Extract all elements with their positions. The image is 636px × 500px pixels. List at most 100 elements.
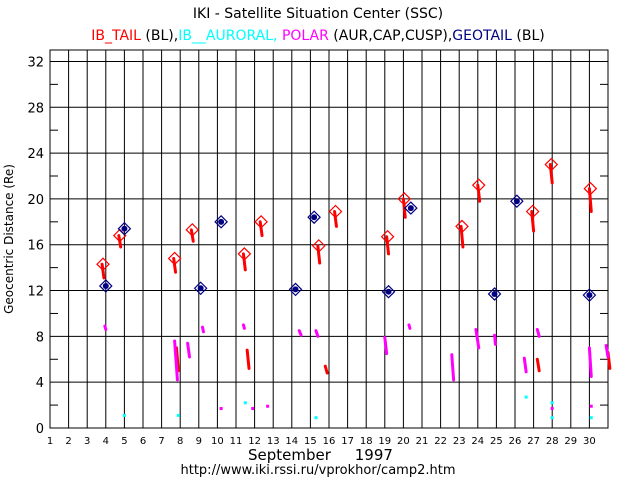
x-tick-label: 18 xyxy=(360,436,373,447)
diamond-marker xyxy=(214,214,228,229)
data-segment xyxy=(548,163,554,185)
x-axis-month: September xyxy=(248,446,331,464)
diamond-marker xyxy=(381,284,396,299)
data-segment xyxy=(241,252,247,272)
series-ib-tail xyxy=(100,163,612,375)
data-point xyxy=(176,413,180,417)
diamond-marker xyxy=(185,222,200,237)
data-segment xyxy=(383,336,389,356)
diamond-marker xyxy=(380,229,395,244)
y-axis-label: Geocentric Distance (Re) xyxy=(2,164,16,314)
data-point xyxy=(550,407,554,411)
x-tick-label: 7 xyxy=(158,436,164,447)
diamond-marker xyxy=(582,288,597,302)
data-segment xyxy=(241,323,246,330)
legend-ib-auroral: IB__AURORAL, xyxy=(178,28,282,44)
data-point xyxy=(589,404,593,408)
diamond-marker xyxy=(525,204,540,219)
diamond-marker xyxy=(583,181,598,196)
data-point xyxy=(102,282,109,289)
data-segment xyxy=(333,210,338,228)
diamond-marker xyxy=(510,194,524,209)
diamond-marker xyxy=(193,281,208,296)
data-segment xyxy=(476,183,482,203)
diamond-marker xyxy=(455,219,469,234)
x-tick-label: 27 xyxy=(527,436,540,447)
diamond-marker xyxy=(328,204,343,219)
data-point xyxy=(407,205,414,212)
diamond-marker xyxy=(487,287,502,301)
legend-ib-tail-suffix: (BL), xyxy=(140,28,179,44)
data-point xyxy=(550,416,554,420)
data-segment xyxy=(258,220,264,238)
x-tick-label: 5 xyxy=(121,436,127,447)
y-tick-label: 24 xyxy=(27,147,44,162)
y-tick-label: 12 xyxy=(27,285,44,300)
diamond-marker xyxy=(167,251,182,266)
x-tick-label: 4 xyxy=(103,436,109,447)
diamond-marker xyxy=(403,201,418,215)
data-point xyxy=(121,225,128,232)
x-tick-label: 23 xyxy=(453,436,466,447)
x-tick-label: 6 xyxy=(140,436,146,447)
data-segment xyxy=(522,356,528,374)
data-point xyxy=(266,404,270,408)
y-tick-label: 32 xyxy=(27,55,44,70)
x-tick-label: 22 xyxy=(434,436,447,447)
data-segment xyxy=(587,187,593,214)
legend-polar-suffix: (AUR,CAP,CUSP), xyxy=(328,28,453,44)
data-point xyxy=(311,214,318,221)
y-tick-label: 28 xyxy=(27,101,44,116)
legend-geotail: GEOTAIL xyxy=(452,28,512,44)
series-ib-auroral xyxy=(122,395,593,420)
y-tick-label: 0 xyxy=(36,422,44,437)
x-tick-label: 26 xyxy=(509,436,522,447)
data-point xyxy=(197,285,204,292)
data-segment xyxy=(316,244,322,265)
x-tick-label: 8 xyxy=(177,436,183,447)
data-point xyxy=(491,290,498,297)
x-tick-label: 20 xyxy=(397,436,410,447)
data-segment xyxy=(587,346,593,378)
diamond-marker xyxy=(311,239,326,253)
diamond-marker xyxy=(96,257,110,272)
diamond-marker xyxy=(307,210,321,225)
x-tick-label: 29 xyxy=(564,436,577,447)
legend-subtitle: IB_TAIL (BL),IB__AURORAL, POLAR (AUR,CAP… xyxy=(0,28,636,44)
data-segment xyxy=(100,262,106,280)
legend-polar: POLAR xyxy=(281,28,329,44)
data-segment xyxy=(186,341,191,359)
data-segment xyxy=(450,353,456,382)
x-tick-label: 21 xyxy=(416,436,429,447)
data-segment xyxy=(245,348,251,370)
data-point xyxy=(550,401,554,405)
x-tick-label: 24 xyxy=(471,436,484,447)
legend-ib-tail: IB_TAIL xyxy=(91,28,141,44)
x-axis-label: September 1997 xyxy=(248,446,393,464)
x-tick-label: 30 xyxy=(583,436,596,447)
x-tick-label: 17 xyxy=(341,436,354,447)
data-segment xyxy=(407,323,412,330)
x-tick-label: 14 xyxy=(285,436,298,447)
x-tick-label: 3 xyxy=(84,436,90,447)
diamond-marker xyxy=(117,221,132,236)
data-segment xyxy=(314,329,320,338)
diamond-marker xyxy=(288,282,303,297)
y-tick-label: 16 xyxy=(27,239,44,254)
y-tick-label: 8 xyxy=(36,330,44,345)
x-tick-label: 11 xyxy=(230,436,243,447)
x-axis-year: 1997 xyxy=(354,446,393,464)
data-segment xyxy=(535,357,541,373)
data-point xyxy=(314,416,318,420)
data-segment xyxy=(535,327,541,338)
diamond-marker xyxy=(397,192,412,206)
data-segment xyxy=(103,324,108,331)
data-point xyxy=(586,292,593,299)
x-tick-label: 25 xyxy=(490,436,503,447)
diamond-marker xyxy=(98,279,113,293)
data-segment xyxy=(385,235,391,256)
data-point xyxy=(122,413,126,417)
legend-geotail-suffix: (BL) xyxy=(511,28,545,44)
data-point xyxy=(218,218,225,225)
